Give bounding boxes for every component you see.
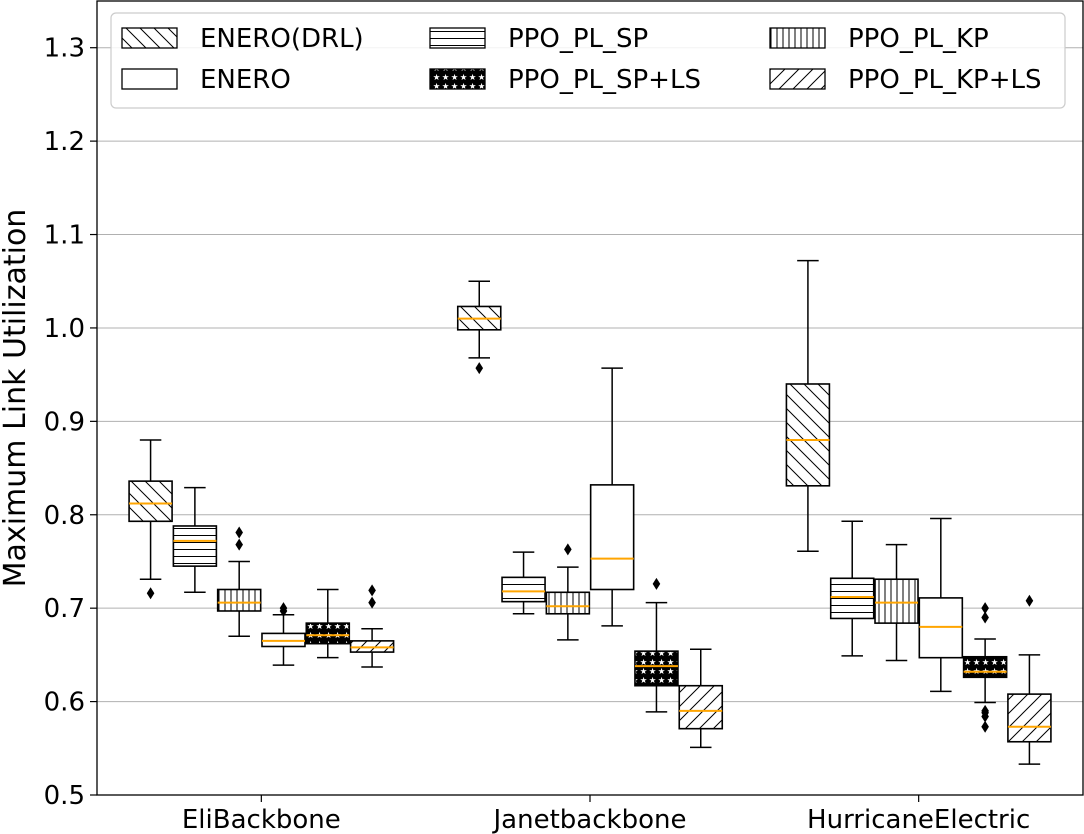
box-series-group: [128, 259, 1052, 765]
box-body: [785, 383, 831, 487]
box-body: [589, 484, 635, 591]
y-tick-label: 0.9: [44, 407, 85, 437]
y-tick-label: 1.2: [44, 127, 85, 157]
x-tick-label: HurricaneElectric: [807, 805, 1030, 834]
outlier-point: [146, 587, 155, 600]
y-tick-label: 0.6: [44, 688, 85, 718]
outlier-point: [235, 526, 243, 539]
outlier-point: [981, 602, 989, 615]
box-PPO_PL_KP+LS-HurricaneElectric: [1007, 594, 1052, 765]
legend-label: ENERO: [200, 65, 291, 95]
box-body: [874, 578, 919, 624]
y-axis-title: Maximum Link Utilization: [0, 209, 33, 588]
box-ENERO(DRL)-HurricaneElectric: [785, 259, 831, 552]
legend-label: PPO_PL_KP+LS: [848, 65, 1042, 95]
outlier-point: [279, 602, 288, 615]
outlier-point: [564, 543, 572, 556]
legend-swatch: [121, 27, 178, 49]
outlier-point: [652, 577, 661, 590]
box-body: [1007, 693, 1052, 743]
box-PPO_PL_KP+LS-EliBackbone: [349, 584, 395, 668]
box-PPO_PL_KP-Janetbackbone: [545, 543, 591, 641]
y-tick-label: 1.3: [44, 34, 85, 64]
box-body: [501, 576, 546, 603]
legend-swatch: [769, 27, 826, 49]
outlier-point: [235, 538, 243, 551]
outlier-point: [981, 611, 989, 624]
box-PPO_PL_KP-HurricaneElectric: [874, 543, 919, 662]
box-PPO_PL_SP+LS-Janetbackbone: [634, 577, 679, 713]
outlier-point: [475, 362, 484, 375]
legend-label: PPO_PL_SP: [508, 24, 648, 54]
box-body: [305, 622, 351, 645]
legend-item: ENERO(DRL): [121, 24, 364, 54]
x-tick-label: Janetbackbone: [492, 805, 687, 834]
x-tick-label: EliBackbone: [182, 805, 341, 834]
y-tick-label: 1.0: [44, 314, 85, 344]
legend-item: ENERO: [121, 65, 291, 95]
legend-item: PPO_PL_KP+LS: [769, 65, 1042, 95]
legend-label: PPO_PL_SP+LS: [508, 65, 701, 95]
box-body: [962, 655, 1008, 679]
box-ENERO(DRL)-Janetbackbone: [456, 280, 502, 375]
box-body: [829, 577, 875, 620]
legend-swatch: [429, 27, 486, 49]
box-PPO_PL_SP-HurricaneElectric: [829, 520, 875, 657]
outlier-point: [368, 584, 376, 597]
box-body: [216, 588, 262, 612]
outlier-point: [1025, 594, 1034, 607]
y-tick-label: 0.8: [44, 501, 85, 531]
box-ENERO-HurricaneElectric: [918, 517, 964, 693]
box-body: [634, 650, 679, 687]
box-ENERO(DRL)-EliBackbone: [128, 439, 173, 600]
box-body: [678, 684, 724, 730]
box-body: [172, 525, 218, 567]
box-PPO_PL_SP+LS-HurricaneElectric: [962, 602, 1008, 733]
legend-swatch: [121, 68, 178, 90]
axes: [96, 0, 1084, 796]
x-axis-ticks: EliBackbone Janetbackbone HurricaneElectri…: [182, 795, 1030, 834]
box-body: [128, 480, 173, 523]
outlier-point: [981, 704, 989, 717]
legend-item: PPO_PL_SP+LS: [429, 65, 701, 95]
legend-swatch: [429, 68, 486, 90]
y-axis-ticks: 0.5 0.6 0.7 0.8 0.9 1.0 1.1 1.2 1.3: [44, 34, 97, 811]
box-PPO_PL_KP+LS-Janetbackbone: [678, 648, 724, 749]
y-tick-label: 0.5: [44, 781, 85, 811]
box-PPO_PL_SP-Janetbackbone: [501, 551, 546, 615]
plot-frame: [96, 0, 1084, 796]
legend-label: ENERO(DRL): [200, 24, 364, 54]
outlier-point: [368, 596, 376, 609]
outlier-point: [981, 720, 989, 733]
box-ENERO-Janetbackbone: [589, 367, 635, 627]
y-tick-label: 0.7: [44, 594, 85, 624]
legend-swatch: [769, 68, 826, 90]
legend-item: PPO_PL_KP: [769, 24, 989, 54]
legend-label: PPO_PL_KP: [848, 24, 989, 54]
y-tick-label: 1.1: [44, 221, 85, 251]
legend-item: PPO_PL_SP: [429, 24, 648, 54]
legend-frame: [110, 12, 1066, 109]
box-ENERO-EliBackbone: [261, 602, 306, 666]
legend: ENERO(DRL) ENERO PPO_PL_SP PPO_PL_SP+LS PPO_…: [110, 12, 1066, 109]
box-PPO_PL_SP-EliBackbone: [172, 486, 218, 594]
box-PPO_PL_SP+LS-EliBackbone: [305, 588, 351, 659]
box-body: [545, 591, 591, 615]
box-PPO_PL_KP-EliBackbone: [216, 526, 262, 637]
